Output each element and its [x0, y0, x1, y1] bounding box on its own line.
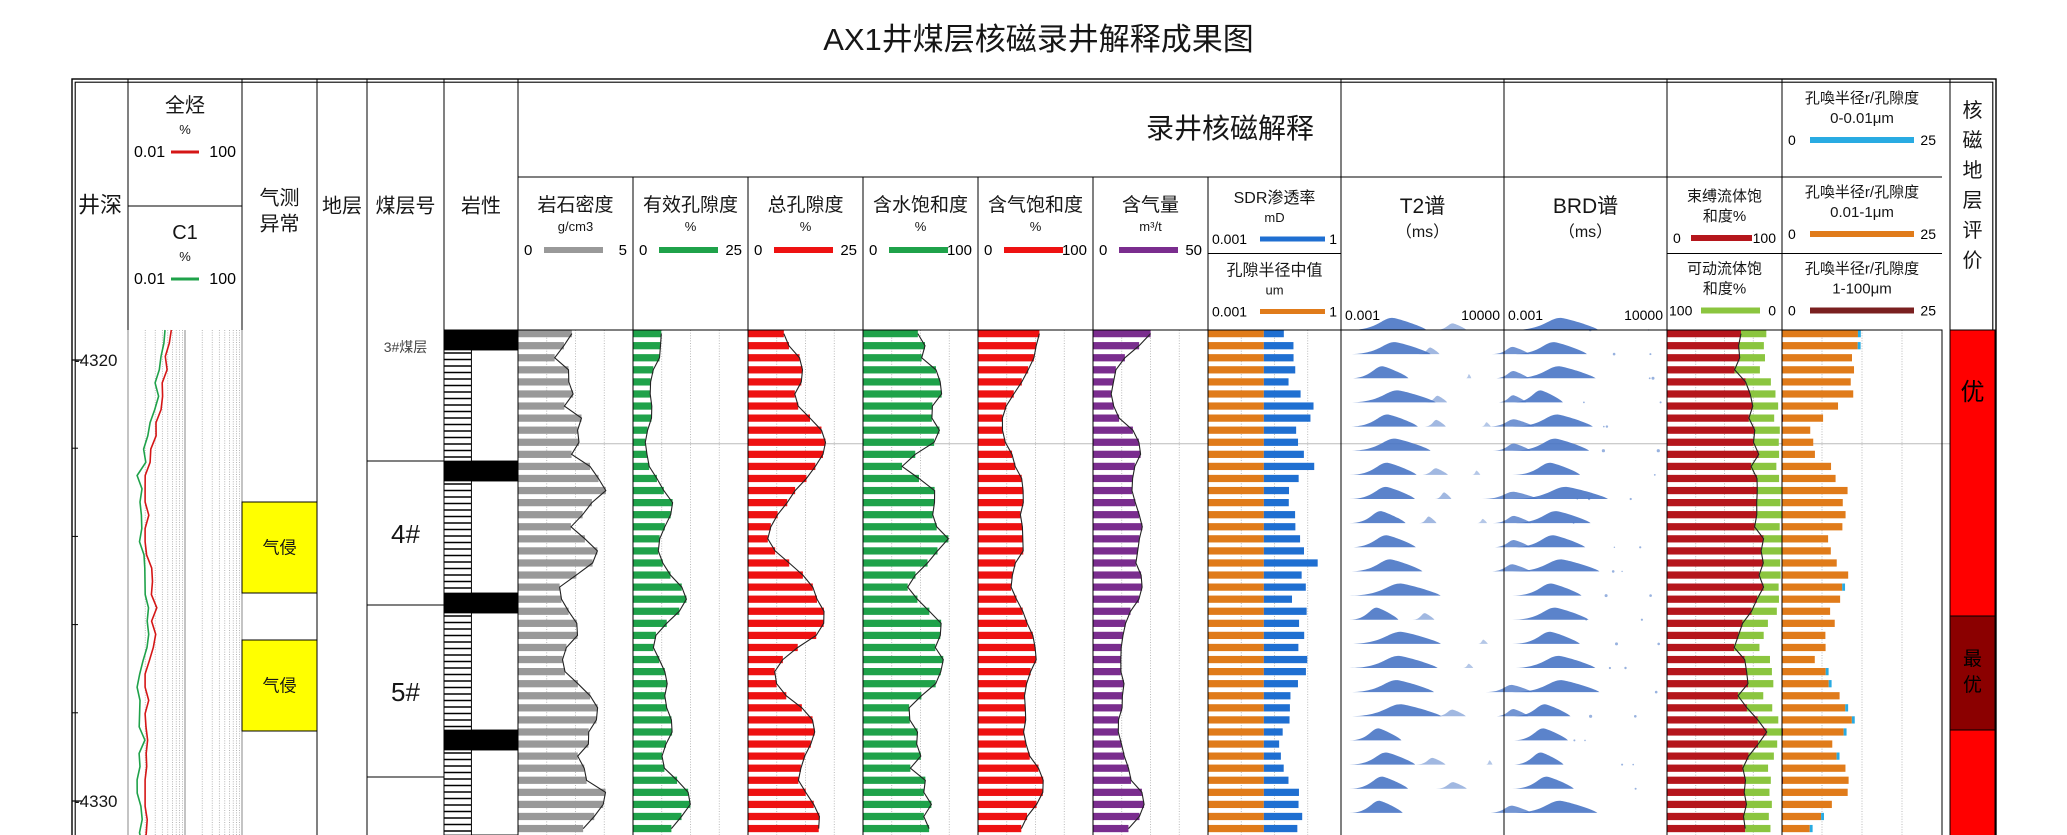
svg-text:地层: 地层 — [322, 195, 362, 218]
svg-text:0.001: 0.001 — [1508, 307, 1543, 323]
svg-text:0: 0 — [984, 242, 992, 259]
svg-text:0: 0 — [1673, 230, 1681, 246]
svg-text:气侵: 气侵 — [263, 539, 297, 558]
svg-text:总孔隙度: 总孔隙度 — [767, 194, 843, 216]
svg-text:um: um — [1265, 283, 1283, 298]
svg-text:25: 25 — [1920, 132, 1936, 148]
svg-text:%: % — [800, 219, 812, 234]
svg-text:%: % — [915, 219, 927, 234]
svg-text:0.001: 0.001 — [1212, 304, 1247, 320]
svg-text:%: % — [179, 249, 191, 264]
svg-text:含气饱和度: 含气饱和度 — [988, 194, 1083, 216]
svg-text:mD: mD — [1264, 210, 1284, 225]
svg-text:AX1井煤层核磁录井解释成果图: AX1井煤层核磁录井解释成果图 — [823, 22, 1254, 57]
svg-text:有效孔隙度: 有效孔隙度 — [643, 194, 738, 216]
svg-text:（ms）: （ms） — [1396, 223, 1449, 241]
svg-text:10000: 10000 — [1624, 307, 1663, 323]
svg-text:5#: 5# — [391, 677, 420, 707]
svg-text:全烃: 全烃 — [165, 94, 205, 117]
svg-text:25: 25 — [1920, 226, 1936, 242]
svg-text:5: 5 — [619, 242, 627, 259]
svg-text:0-0.01μm: 0-0.01μm — [1830, 110, 1894, 127]
svg-text:0: 0 — [1788, 132, 1796, 148]
svg-text:SDR渗透率: SDR渗透率 — [1234, 189, 1316, 207]
svg-text:岩性: 岩性 — [461, 195, 501, 218]
svg-text:0: 0 — [639, 242, 647, 259]
svg-text:%: % — [685, 219, 697, 234]
svg-text:10000: 10000 — [1461, 307, 1500, 323]
svg-text:4#: 4# — [391, 519, 420, 549]
svg-text:层: 层 — [1963, 190, 1983, 212]
svg-text:%: % — [1030, 219, 1042, 234]
svg-text:价: 价 — [1963, 250, 1983, 272]
svg-text:100: 100 — [209, 271, 236, 288]
svg-text:100: 100 — [947, 242, 972, 259]
svg-text:束缚流体饱: 束缚流体饱 — [1687, 187, 1762, 205]
svg-text:0.01-1μm: 0.01-1μm — [1830, 204, 1894, 221]
svg-text:BRD谱: BRD谱 — [1553, 195, 1618, 218]
svg-text:g/cm3: g/cm3 — [558, 219, 593, 234]
svg-text:地: 地 — [1963, 159, 1983, 182]
svg-text:50: 50 — [1185, 242, 1202, 259]
svg-text:气侵: 气侵 — [263, 677, 297, 696]
svg-text:孔隙半径中值: 孔隙半径中值 — [1226, 262, 1322, 280]
svg-text:磁: 磁 — [1963, 129, 1983, 152]
svg-text:井深: 井深 — [78, 193, 122, 218]
svg-text:0.01: 0.01 — [134, 271, 165, 288]
svg-text:1: 1 — [1329, 231, 1337, 247]
svg-text:100: 100 — [1062, 242, 1087, 259]
svg-text:0: 0 — [1768, 303, 1776, 319]
svg-text:T2谱: T2谱 — [1400, 195, 1446, 218]
svg-text:-4320: -4320 — [74, 351, 117, 370]
svg-text:录井核磁解释: 录井核磁解释 — [1146, 113, 1314, 144]
svg-text:25: 25 — [840, 242, 857, 259]
svg-text:0: 0 — [869, 242, 877, 259]
svg-text:0: 0 — [1788, 303, 1796, 319]
svg-text:和度%: 和度% — [1703, 208, 1746, 225]
svg-text:核: 核 — [1963, 99, 1983, 122]
svg-text:3#煤层: 3#煤层 — [384, 339, 428, 355]
svg-text:优: 优 — [1963, 674, 1982, 696]
svg-text:最: 最 — [1963, 649, 1982, 670]
svg-text:1-100μm: 1-100μm — [1832, 281, 1892, 298]
svg-text:0.001: 0.001 — [1212, 231, 1247, 247]
svg-text:C1: C1 — [172, 222, 198, 244]
svg-text:岩石密度: 岩石密度 — [537, 194, 613, 216]
svg-text:25: 25 — [725, 242, 742, 259]
svg-text:气测: 气测 — [260, 187, 300, 210]
svg-text:孔喚半径r/孔隙度: 孔喚半径r/孔隙度 — [1805, 90, 1919, 107]
svg-text:0.001: 0.001 — [1345, 307, 1380, 323]
svg-text:0: 0 — [524, 242, 532, 259]
svg-text:100: 100 — [1753, 230, 1777, 246]
svg-text:孔喚半径r/孔隙度: 孔喚半径r/孔隙度 — [1805, 261, 1919, 278]
svg-text:0: 0 — [1099, 242, 1107, 259]
svg-text:100: 100 — [1669, 303, 1693, 319]
svg-text:含水饱和度: 含水饱和度 — [873, 194, 968, 216]
svg-text:m³/t: m³/t — [1139, 219, 1162, 234]
svg-text:评: 评 — [1963, 220, 1983, 242]
svg-text:异常: 异常 — [260, 213, 300, 236]
svg-text:-4330: -4330 — [74, 792, 117, 811]
svg-text:可动流体饱: 可动流体饱 — [1687, 261, 1762, 278]
svg-text:%: % — [179, 122, 191, 137]
svg-text:100: 100 — [209, 144, 236, 161]
svg-text:煤层号: 煤层号 — [376, 195, 436, 218]
svg-text:0: 0 — [1788, 226, 1796, 242]
svg-text:优: 优 — [1961, 379, 1985, 406]
svg-text:0: 0 — [754, 242, 762, 259]
svg-text:孔喚半径r/孔隙度: 孔喚半径r/孔隙度 — [1805, 184, 1919, 201]
svg-text:25: 25 — [1920, 303, 1936, 319]
svg-text:0.01: 0.01 — [134, 144, 165, 161]
svg-text:（ms）: （ms） — [1559, 223, 1612, 241]
svg-text:1: 1 — [1329, 304, 1337, 320]
svg-text:含气量: 含气量 — [1122, 194, 1179, 216]
svg-text:和度%: 和度% — [1703, 281, 1746, 298]
